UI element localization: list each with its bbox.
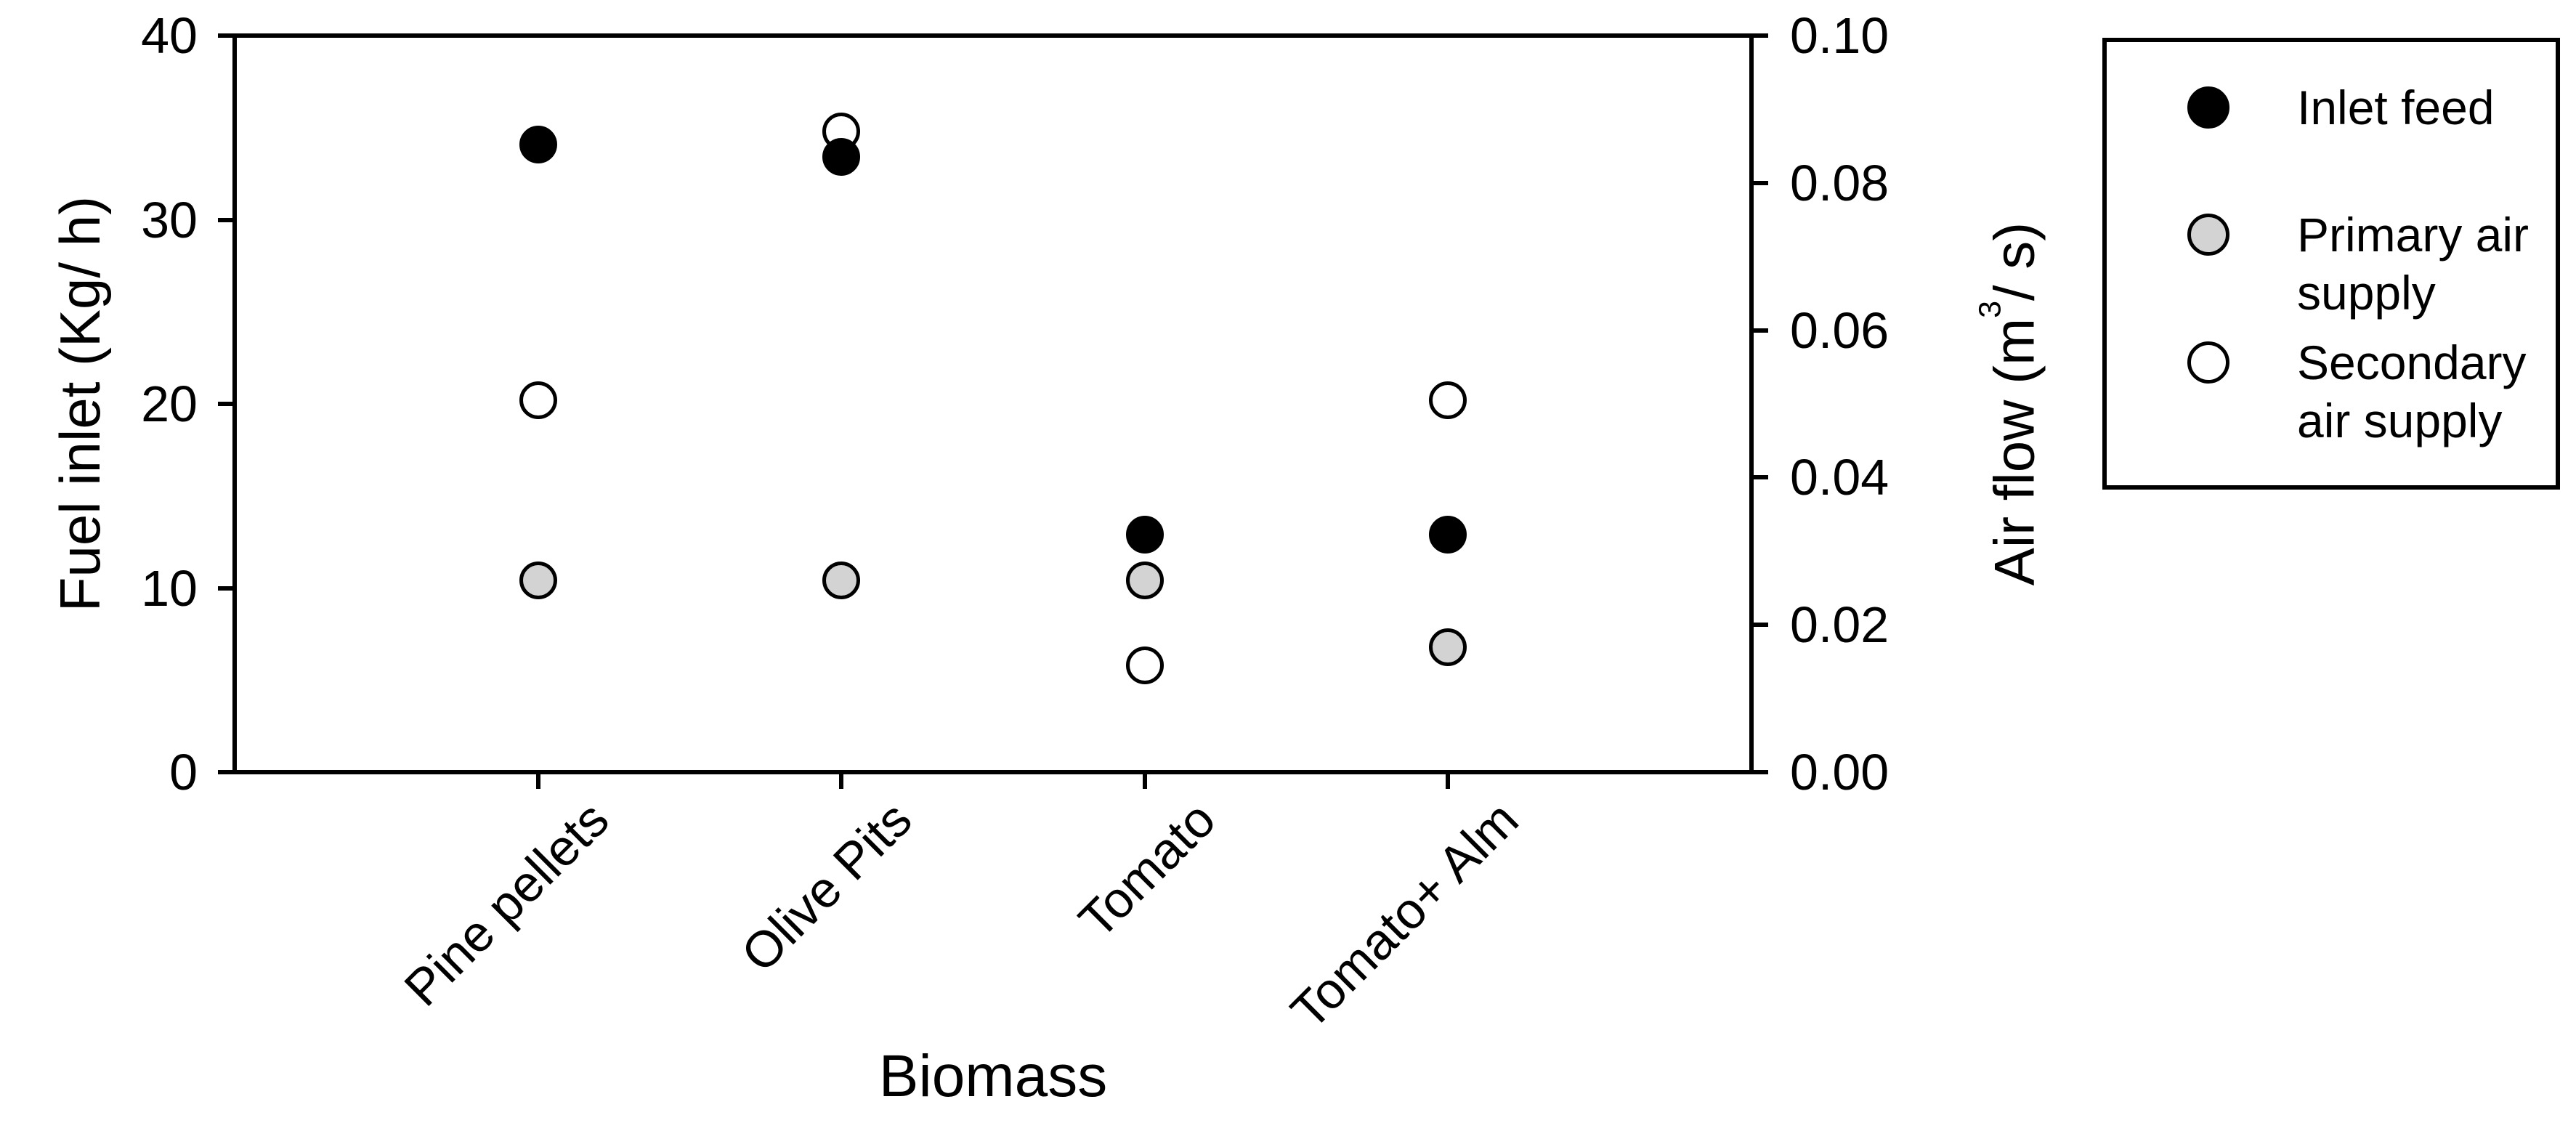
right-axis-title: Air flow (m3/ s) xyxy=(1972,222,2046,586)
point-inlet-feed-2 xyxy=(1125,515,1164,554)
x-tick xyxy=(535,774,540,789)
y-left-tick xyxy=(218,402,232,406)
y-left-tick-label: 20 xyxy=(141,376,198,432)
y-left-tick xyxy=(218,585,232,591)
point-inlet-feed-1 xyxy=(822,138,861,177)
y-left-tick xyxy=(218,770,232,774)
y-left-tick-label: 0 xyxy=(169,744,198,800)
y-right-tick-label: 0.06 xyxy=(1790,301,1890,359)
x-tick-label: Olive Pits xyxy=(730,790,923,983)
y-right-tick xyxy=(1754,623,1768,628)
point-inlet-feed-0 xyxy=(519,125,557,163)
plot-area xyxy=(232,33,1754,774)
left-axis-title: Fuel inlet (Kg/ h) xyxy=(48,195,112,612)
legend-label-secondary-air-supply: Secondary air supply xyxy=(2297,336,2527,447)
point-primary-air-supply-1 xyxy=(822,562,861,600)
right-axis-title-superscript: 3 xyxy=(1972,301,2008,318)
legend-marker-primary-air-supply-circle-icon xyxy=(2187,214,2229,256)
point-primary-air-supply-2 xyxy=(1125,562,1164,600)
x-tick xyxy=(839,774,844,789)
point-primary-air-supply-0 xyxy=(519,562,557,600)
x-tick-label: Pine pellets xyxy=(393,790,620,1017)
x-tick xyxy=(1142,774,1147,789)
x-tick xyxy=(1446,774,1451,789)
y-right-tick xyxy=(1754,180,1768,185)
legend-label-primary-air-supply: Primary air supply xyxy=(2297,208,2530,320)
y-right-tick-label: 0.00 xyxy=(1790,744,1890,800)
x-tick-label: Tomato xyxy=(1068,790,1226,949)
y-right-tick xyxy=(1754,33,1768,38)
legend-marker-inlet-feed-circle-icon xyxy=(2187,86,2229,129)
y-right-tick-label: 0.10 xyxy=(1790,7,1890,64)
legend-label-inlet-feed: Inlet feed xyxy=(2297,81,2495,134)
legend: Inlet feed Primary air supply Secondary air … xyxy=(2102,38,2560,490)
y-left-tick-label: 40 xyxy=(141,7,198,64)
y-right-tick xyxy=(1754,328,1768,333)
point-primary-air-supply-3 xyxy=(1429,628,1467,666)
y-left-tick xyxy=(218,33,232,38)
point-inlet-feed-3 xyxy=(1429,515,1467,554)
y-right-tick-label: 0.02 xyxy=(1790,596,1890,654)
y-right-tick-label: 0.08 xyxy=(1790,154,1890,211)
point-secondary-air-supply-3 xyxy=(1429,381,1467,419)
point-secondary-air-supply-0 xyxy=(519,381,557,419)
y-right-tick xyxy=(1754,475,1768,480)
x-tick-label: Tomato+ Alm xyxy=(1280,790,1530,1040)
x-axis-title: Biomass xyxy=(878,1043,1108,1109)
legend-marker-secondary-air-supply-circle-icon xyxy=(2187,341,2229,384)
y-left-tick-label: 30 xyxy=(141,191,198,248)
point-secondary-air-supply-2 xyxy=(1125,646,1164,684)
y-right-tick xyxy=(1754,770,1768,774)
y-left-tick xyxy=(218,217,232,222)
y-left-tick-label: 10 xyxy=(141,559,198,617)
y-right-tick-label: 0.04 xyxy=(1790,449,1890,506)
